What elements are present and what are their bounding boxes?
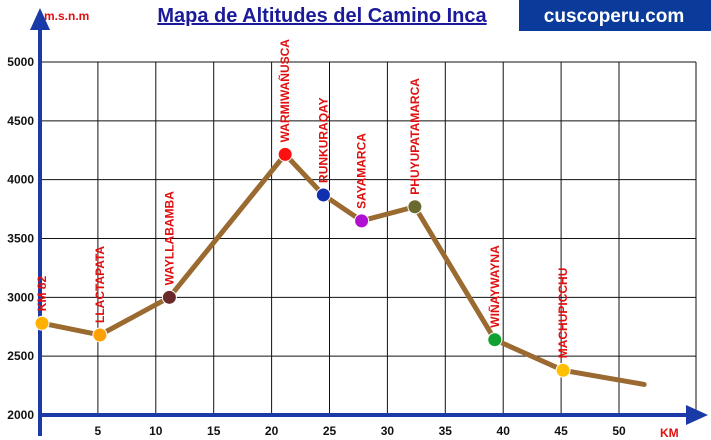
waypoint-label-1: LLACTAPATA xyxy=(93,246,107,323)
y-tick-label: 4500 xyxy=(7,114,34,128)
y-tick-label: 3000 xyxy=(7,290,34,304)
waypoint-label-0: KM 82 xyxy=(35,276,49,312)
grid-lines xyxy=(40,61,697,415)
waypoint-marker-1[interactable] xyxy=(92,327,108,343)
waypoint-marker-6[interactable] xyxy=(407,199,423,215)
x-tick-label: 35 xyxy=(439,424,453,438)
brand-badge[interactable]: cuscoperu.com xyxy=(519,0,711,31)
y-tick-label: 2000 xyxy=(7,408,34,422)
waypoint-marker-5[interactable] xyxy=(354,213,370,229)
y-axis-label: m.s.n.m xyxy=(44,9,89,23)
y-tick-label: 5000 xyxy=(7,55,34,69)
waypoint-label-4: RUNKURAQAY xyxy=(316,97,330,183)
x-tick-label: 25 xyxy=(323,424,337,438)
waypoint-labels: KM 82 LLACTAPATA WAYLLABAMBA WARMIWAÑUSCA RU… xyxy=(35,39,570,359)
brand-text[interactable]: cuscoperu.com xyxy=(544,6,684,27)
x-tick-label: 15 xyxy=(207,424,221,438)
y-axis-arrow xyxy=(30,8,50,30)
brand-background xyxy=(519,0,711,31)
x-tick-label: 45 xyxy=(554,424,568,438)
chart-title: Mapa de Altitudes del Camino Inca xyxy=(157,5,487,27)
altitude-line xyxy=(39,151,647,387)
waypoint-marker-2[interactable] xyxy=(161,289,177,305)
x-axis-arrow xyxy=(686,405,708,425)
waypoint-marker-3[interactable] xyxy=(277,146,293,162)
waypoint-marker-8[interactable] xyxy=(555,362,571,378)
waypoint-label-6: PHUYUPATAMARCA xyxy=(408,78,422,195)
axes xyxy=(30,8,708,436)
x-tick-label: 50 xyxy=(612,424,626,438)
x-tick-label: 20 xyxy=(265,424,279,438)
y-tick-label: 4000 xyxy=(7,173,34,187)
altitude-series xyxy=(39,151,647,387)
waypoint-label-2: WAYLLABAMBA xyxy=(162,191,176,286)
x-axis-label: KM xyxy=(660,426,679,440)
y-tick-label: 2500 xyxy=(7,349,34,363)
y-tick-label: 3500 xyxy=(7,232,34,246)
waypoint-label-3: WARMIWAÑUSCA xyxy=(277,39,292,143)
x-tick-label: 5 xyxy=(95,424,102,438)
waypoint-marker-4[interactable] xyxy=(315,187,331,203)
waypoint-markers xyxy=(34,146,571,378)
x-tick-label: 10 xyxy=(149,424,163,438)
waypoint-label-7: WIÑAYWAYNA xyxy=(487,245,502,328)
waypoint-label-5: SAYAMARCA xyxy=(355,133,369,209)
waypoint-label-8: MACHUPICCHU xyxy=(556,268,570,359)
tick-labels: 2000 2500 3000 3500 4000 4500 5000 5 10 15 20 25 30 3… xyxy=(7,55,626,438)
x-tick-label: 40 xyxy=(497,424,511,438)
waypoint-marker-0[interactable] xyxy=(34,315,50,331)
x-tick-label: 30 xyxy=(381,424,395,438)
waypoint-marker-7[interactable] xyxy=(487,332,503,348)
